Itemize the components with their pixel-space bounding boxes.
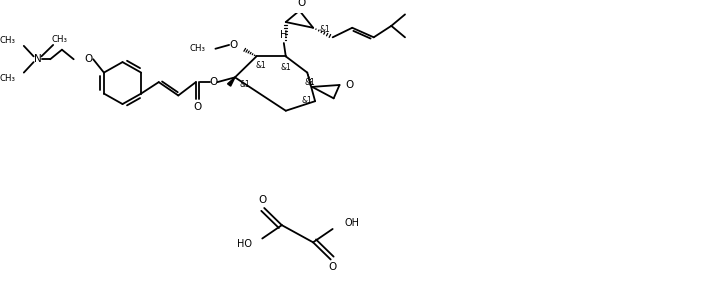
Text: OH: OH [344,218,359,228]
Text: H: H [280,30,287,40]
Text: O: O [194,102,202,112]
Text: HO: HO [237,239,253,249]
Text: &1: &1 [256,61,267,70]
Text: O: O [345,80,353,90]
Text: &1: &1 [302,96,313,105]
Text: CH₃: CH₃ [189,44,206,53]
Text: CH₃: CH₃ [52,35,68,44]
Polygon shape [227,77,235,86]
Text: &1: &1 [320,25,330,34]
Text: &1: &1 [280,63,291,72]
Text: &1: &1 [305,78,315,87]
Text: N: N [34,54,42,64]
Text: O: O [258,195,266,205]
Text: O: O [84,54,92,64]
Text: O: O [297,0,306,8]
Text: O: O [329,262,337,272]
Text: O: O [209,77,218,87]
Text: &1: &1 [239,81,250,90]
Text: CH₃: CH₃ [0,36,16,45]
Text: O: O [229,40,237,50]
Text: CH₃: CH₃ [0,74,16,83]
